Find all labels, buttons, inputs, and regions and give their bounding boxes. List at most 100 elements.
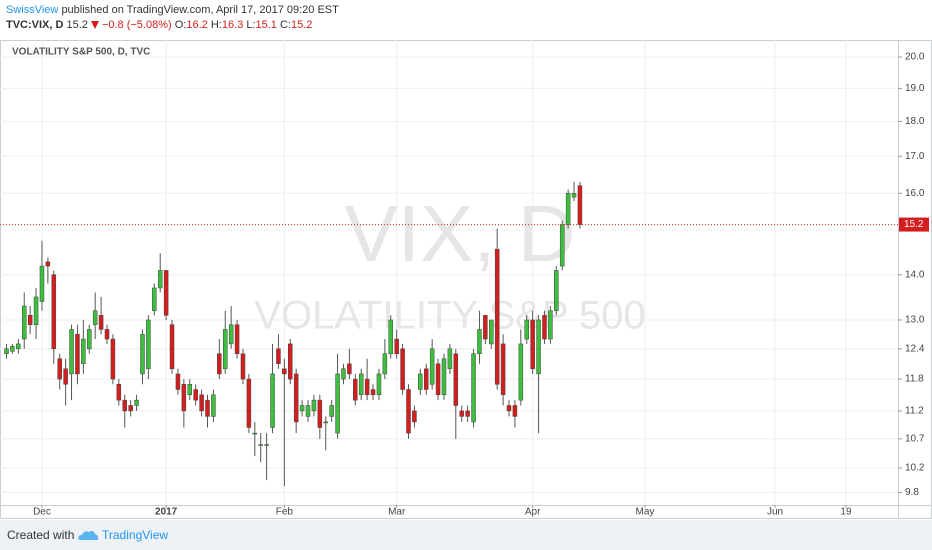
watermark-symbol: VIX, D — [344, 189, 575, 278]
y-tick-label: 13.0 — [905, 315, 925, 326]
candle-body — [530, 319, 535, 370]
ohlc-value: 16.3 — [221, 19, 244, 31]
x-tick-label: Dec — [33, 507, 51, 518]
logo — [78, 530, 99, 540]
candle-body — [152, 287, 157, 311]
candle-body — [323, 421, 328, 424]
last-price-box — [899, 217, 929, 232]
candle-body — [429, 348, 435, 385]
y-tick-label: 14.0 — [905, 269, 925, 280]
candle-body — [222, 329, 228, 370]
candle-body — [329, 405, 334, 417]
candle-body — [193, 389, 198, 401]
candle-body — [163, 270, 169, 316]
candle-body — [571, 193, 577, 198]
y-tick-label: 16.0 — [905, 188, 925, 199]
candle-body — [358, 373, 364, 396]
x-tick-label: 19 — [840, 507, 852, 518]
candle-body — [175, 373, 181, 390]
candle-body — [87, 329, 92, 350]
ohlc-key: L: — [246, 19, 256, 31]
ohlc-key: H: — [210, 19, 222, 31]
header: SwissView published on TradingView.com, … — [6, 3, 339, 33]
candle-body — [364, 378, 370, 396]
candle-body — [335, 373, 340, 434]
y-tick-label: 10.7 — [905, 433, 925, 444]
candle-body — [459, 410, 464, 417]
publish-line: SwissView published on TradingView.com, … — [6, 3, 339, 18]
candle-body — [234, 324, 240, 355]
candle-body — [293, 373, 299, 423]
candle-body — [471, 353, 476, 423]
candle-body — [577, 185, 583, 225]
candle-body — [264, 444, 269, 446]
y-tick-label: 10.2 — [905, 463, 925, 474]
candle-body — [27, 315, 33, 325]
candle-body — [276, 348, 281, 365]
candle-body — [45, 261, 51, 267]
candle-body — [311, 399, 317, 412]
y-tick-label: 12.4 — [905, 343, 925, 354]
candle-body — [16, 343, 21, 350]
candle-body — [288, 343, 293, 380]
candle-body — [512, 405, 518, 417]
candle-body — [122, 399, 127, 412]
ohlc-o: O:16.2 — [175, 19, 208, 31]
candle-body — [483, 315, 488, 340]
candle-body — [4, 348, 9, 355]
candle-body — [548, 310, 553, 340]
candle-body — [412, 410, 417, 423]
candle-body — [270, 373, 275, 428]
candle-body — [554, 270, 559, 311]
candle-body — [57, 358, 62, 380]
grid — [0, 40, 898, 505]
candle-body — [240, 353, 246, 380]
footer: Created with TradingView — [0, 520, 932, 550]
x-tick-label: Jun — [767, 507, 783, 518]
candle-body — [524, 319, 529, 340]
candle-body — [134, 399, 139, 406]
candle-body — [104, 329, 110, 340]
candle-body — [305, 405, 311, 417]
ohlc-c: C:15.2 — [280, 19, 312, 31]
candle-body — [489, 319, 494, 345]
ohlc-h: H:16.3 — [211, 19, 243, 31]
candle-body — [376, 373, 382, 396]
candle-body — [406, 389, 411, 434]
candle-body — [116, 384, 122, 401]
ohlc-key: C: — [279, 19, 291, 31]
brand[interactable]: TradingView — [102, 528, 169, 542]
candle-body — [39, 265, 45, 302]
x-tick-label: May — [636, 507, 655, 518]
created-with: Created with — [7, 528, 75, 542]
candle-body — [282, 368, 287, 375]
candle-body — [81, 338, 86, 365]
y-tick-label: 20.0 — [905, 52, 925, 63]
candle-body — [21, 305, 27, 340]
symbol: TVC:VIX, D — [6, 19, 64, 31]
candle-body — [63, 368, 68, 385]
candle-body — [542, 315, 547, 340]
candle-body — [217, 353, 222, 375]
candle-body — [258, 444, 263, 446]
candle-body — [199, 394, 204, 412]
candle-body — [370, 389, 376, 396]
candle-body — [435, 363, 441, 396]
candle-body — [140, 333, 145, 375]
candle-body — [228, 324, 234, 345]
candle-body — [10, 346, 15, 352]
candle-body — [69, 329, 74, 375]
candle-body — [110, 338, 116, 380]
candle-body — [98, 315, 104, 330]
candle-body — [128, 405, 133, 412]
author[interactable]: SwissView — [6, 4, 59, 16]
change: −0.8 (−5.08%) — [101, 19, 172, 31]
candle-body — [506, 405, 512, 412]
candle-body — [494, 248, 500, 385]
candle-body — [400, 348, 405, 390]
candle-body — [347, 363, 352, 375]
candle-body — [169, 324, 175, 370]
candle-body — [181, 384, 187, 412]
candle-body — [477, 329, 482, 355]
watermark-name: VOLATILITY S&P 500 — [254, 294, 645, 338]
